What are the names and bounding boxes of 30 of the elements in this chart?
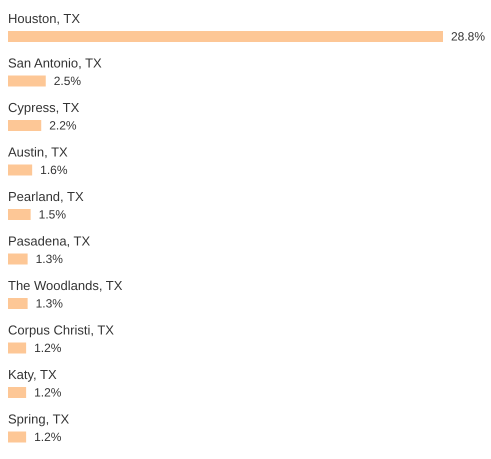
bar [8, 31, 443, 42]
bar [8, 120, 42, 131]
bar [8, 432, 26, 442]
data-label: 2.2% [49, 118, 77, 132]
data-label: 1.2% [34, 386, 62, 400]
bar [8, 76, 46, 86]
y-tick-label: Pearland, TX [8, 189, 84, 204]
bar [8, 164, 32, 176]
bar [8, 387, 26, 398]
data-label: 1.3% [36, 296, 64, 310]
bar [8, 342, 26, 354]
y-tick-label: Austin, TX [8, 144, 68, 160]
bar [8, 298, 28, 309]
data-label: 1.3% [36, 252, 64, 266]
data-label: 1.2% [34, 341, 62, 355]
data-label: 1.5% [38, 208, 66, 222]
y-tick-label: Houston, TX [8, 11, 80, 26]
y-tick-label: The Woodlands, TX [8, 278, 123, 293]
y-tick-label: Pasadena, TX [8, 234, 90, 248]
y-tick-label: Spring, TX [8, 412, 70, 426]
y-tick-label: Corpus Christi, TX [8, 322, 114, 338]
data-label: 1.6% [40, 163, 68, 177]
data-label: 1.2% [34, 430, 62, 444]
y-tick-label: San Antonio, TX [8, 56, 102, 70]
bar [8, 209, 31, 220]
data-label: 28.8% [451, 30, 486, 44]
data-label: 2.5% [54, 74, 82, 88]
bar [8, 254, 28, 264]
y-tick-label: Cypress, TX [8, 100, 80, 115]
y-tick-label: Katy, TX [8, 367, 57, 382]
